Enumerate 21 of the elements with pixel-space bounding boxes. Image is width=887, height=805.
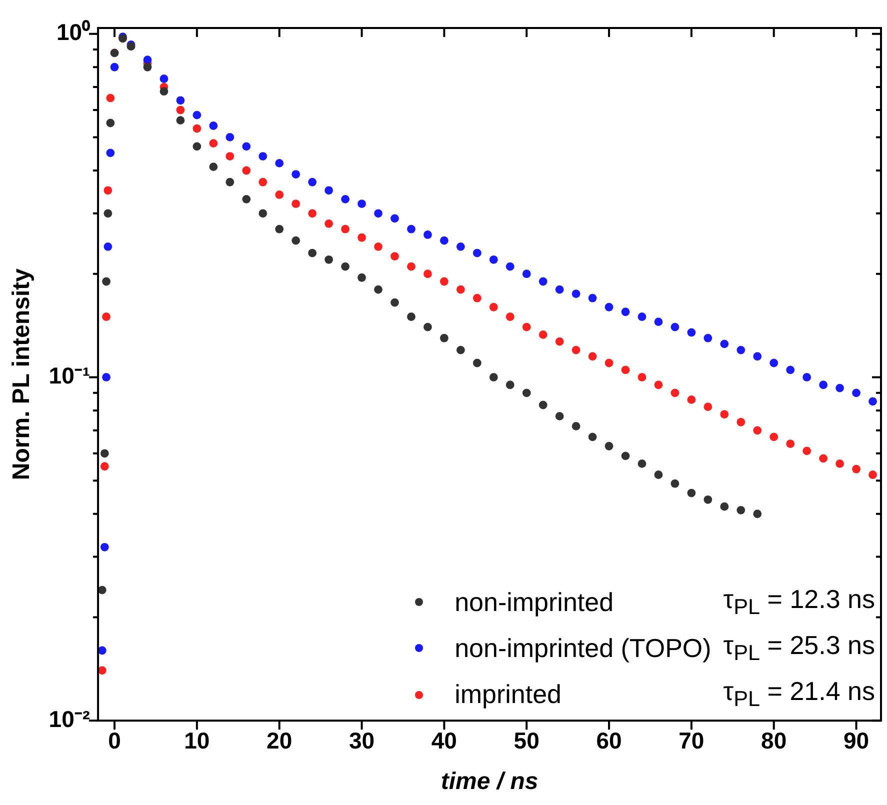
annotation: τ$_{PL}$ = 25.3 ns [723,630,875,666]
x-tick-label: 50 [514,728,540,754]
x-tick-label: 80 [761,728,787,754]
y-tick-label: 10⁻¹ [48,362,90,389]
legend-label: non-imprinted [454,586,615,618]
x-tick-label: 0 [108,728,121,754]
x-tick-label: 30 [348,728,375,754]
legend-label: imprinted [454,679,563,710]
y-axis-title: Norm. PL intensity [8,268,36,480]
y-tick-label: 10⁻² [48,706,90,732]
x-tick-label: 70 [678,728,704,754]
annotation: τ$_{PL}$ = 12.3 ns [723,584,875,620]
x-tick-label: 10 [184,728,210,754]
x-axis-title: time / ns [440,768,538,796]
x-tick-label: 40 [431,728,457,754]
x-tick-label: 90 [843,728,870,754]
x-tick-label: 60 [596,728,622,754]
legend-label: non-imprinted (TOPO) [454,632,712,664]
annotation: τ$_{PL}$ = 21.4 ns [723,676,875,713]
y-tick-label: 10⁰ [56,19,92,46]
x-tick-label: 20 [266,728,292,754]
